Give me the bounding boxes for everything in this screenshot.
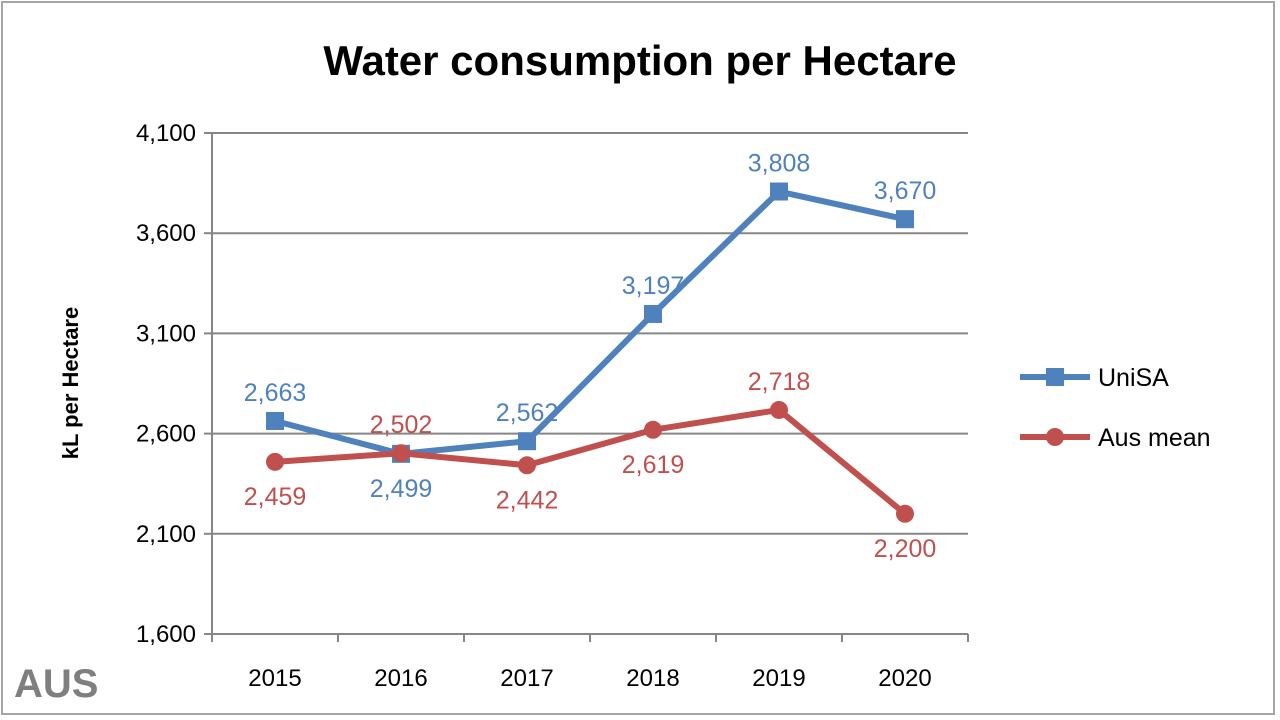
data-label: 2,619 xyxy=(622,451,685,479)
y-tick-label: 3,600 xyxy=(136,220,196,247)
x-tick-label: 2015 xyxy=(248,665,301,692)
data-label: 2,562 xyxy=(496,399,559,427)
data-label: 2,502 xyxy=(370,411,433,439)
series-line-unisa xyxy=(274,188,906,457)
y-axis-label: kL per Hectare xyxy=(58,307,83,459)
data-point xyxy=(266,452,284,471)
data-point xyxy=(896,504,914,523)
data-point xyxy=(770,400,788,419)
data-label: 3,808 xyxy=(748,150,811,178)
x-tick-label: 2016 xyxy=(374,665,427,692)
data-label: 2,442 xyxy=(496,486,559,514)
data-point xyxy=(518,432,536,451)
legend-label: Aus mean xyxy=(1098,424,1211,452)
data-label: 2,663 xyxy=(244,379,307,407)
x-tick-label: 2018 xyxy=(626,665,679,692)
chart-title: Water consumption per Hectare xyxy=(323,37,956,84)
legend-marker xyxy=(1046,428,1064,446)
x-tick-label: 2020 xyxy=(878,665,931,692)
data-label: 3,670 xyxy=(874,177,937,205)
x-tick-label: 2019 xyxy=(752,665,805,692)
data-point xyxy=(518,456,536,475)
y-tick-label: 2,100 xyxy=(136,521,196,548)
y-tick-label: 3,100 xyxy=(136,320,196,347)
y-tick-label: 4,100 xyxy=(136,120,196,147)
y-tick-label: 1,600 xyxy=(136,621,196,648)
x-tick-label: 2017 xyxy=(500,665,553,692)
legend-label: UniSA xyxy=(1098,364,1169,392)
data-label: 2,200 xyxy=(874,535,937,563)
y-tick-label: 2,600 xyxy=(136,421,196,448)
series-line-aus-mean xyxy=(274,406,907,517)
aus-watermark: AUS xyxy=(14,662,98,706)
data-point xyxy=(644,304,662,323)
data-point xyxy=(392,444,410,463)
data-point xyxy=(644,420,662,439)
data-point xyxy=(266,411,284,430)
data-label: 2,499 xyxy=(370,475,433,503)
data-point xyxy=(896,210,914,229)
data-label: 2,459 xyxy=(244,483,307,511)
legend-marker xyxy=(1046,368,1064,386)
data-point xyxy=(770,182,788,201)
data-label: 3,197 xyxy=(622,272,685,300)
data-label: 2,718 xyxy=(748,368,811,396)
